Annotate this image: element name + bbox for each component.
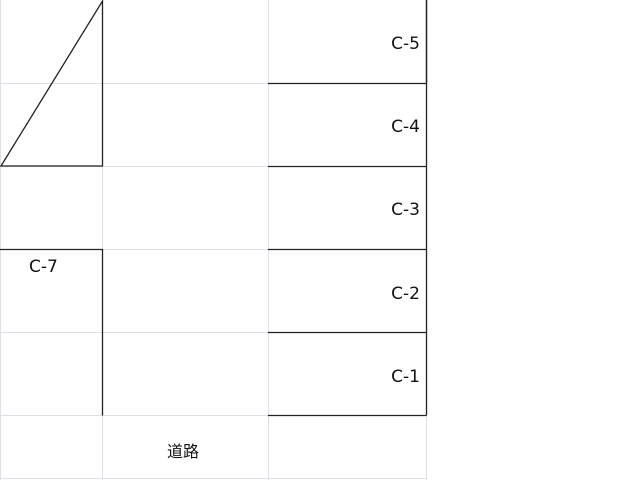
lot-label-c7: C-7 bbox=[29, 257, 58, 277]
lot-label-c2: C-2 bbox=[391, 284, 420, 304]
lot-label-c3: C-3 bbox=[391, 200, 420, 220]
gridlines bbox=[0, 0, 427, 480]
road-label: 道路 bbox=[167, 442, 200, 461]
lot-label-c5: C-5 bbox=[391, 34, 420, 54]
triangle-lot bbox=[0, 0, 104, 167]
lot-c7-border bbox=[0, 248, 104, 416]
lot-label-c4: C-4 bbox=[391, 117, 420, 137]
lot-label-c1: C-1 bbox=[391, 367, 420, 387]
